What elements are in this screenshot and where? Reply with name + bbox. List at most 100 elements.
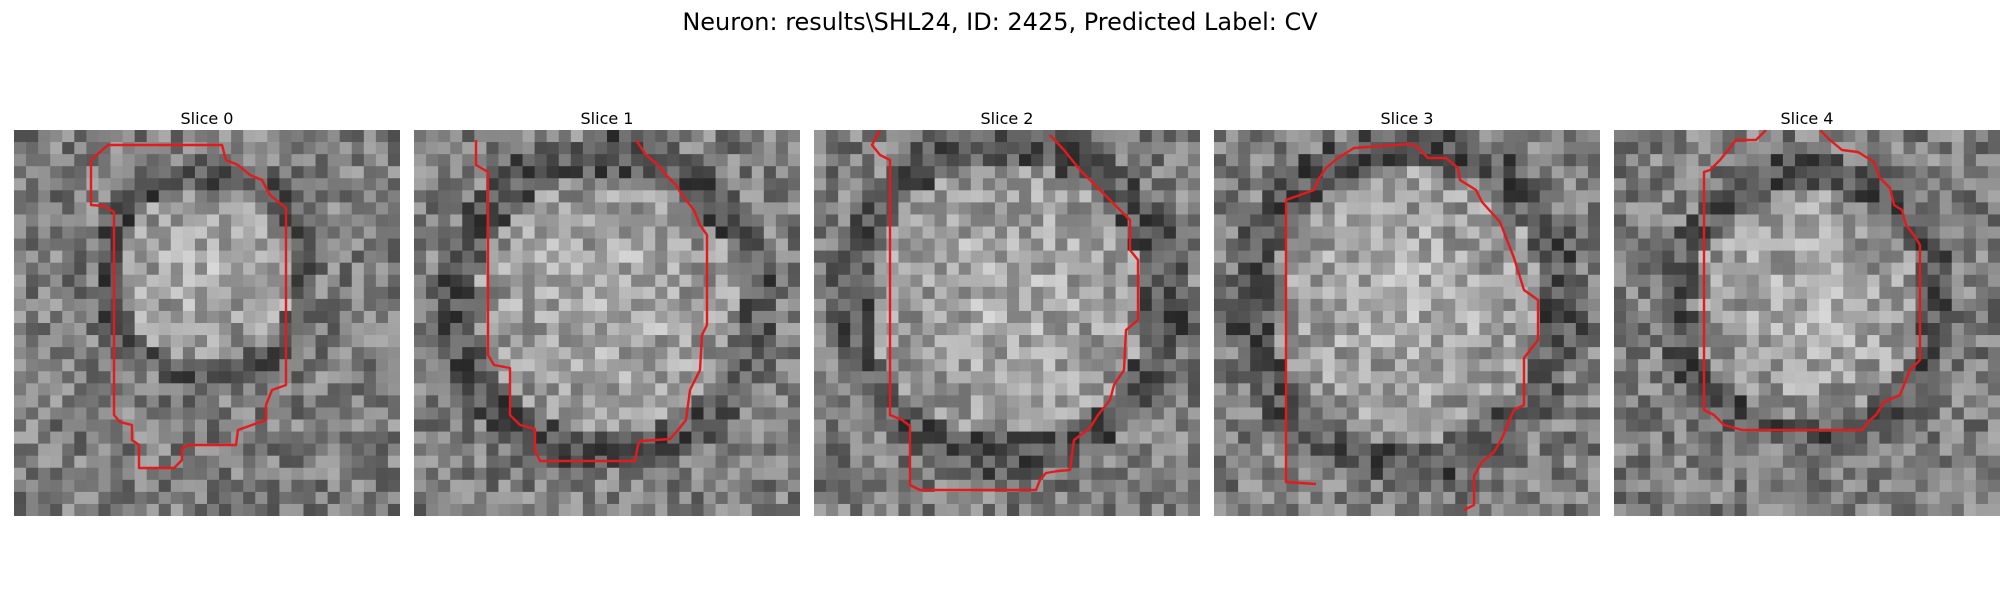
image-pixel — [1103, 371, 1117, 384]
image-pixel — [1238, 479, 1251, 493]
image-pixel — [303, 359, 317, 372]
image-pixel — [1262, 238, 1275, 252]
image-pixel — [50, 407, 63, 421]
image-pixel — [207, 383, 220, 396]
image-pixel — [1310, 154, 1324, 167]
image-pixel — [1431, 467, 1444, 481]
image-pixel — [631, 214, 644, 228]
image-pixel — [1746, 214, 1760, 228]
image-pixel — [1055, 286, 1068, 300]
image-pixel — [26, 274, 39, 288]
image-pixel — [74, 166, 87, 179]
image-pixel — [703, 274, 717, 288]
image-pixel — [1807, 407, 1820, 421]
image-pixel — [775, 130, 789, 143]
image-pixel — [886, 395, 900, 409]
image-pixel — [1563, 323, 1577, 336]
image-pixel — [122, 407, 136, 421]
image-pixel — [1987, 310, 2000, 324]
image-pixel — [1746, 371, 1760, 384]
image-pixel — [1238, 154, 1251, 167]
image-pixel — [898, 491, 912, 505]
image-pixel — [814, 250, 827, 264]
image-pixel — [534, 407, 548, 421]
image-pixel — [546, 371, 560, 384]
image-pixel — [655, 298, 668, 312]
image-pixel — [655, 491, 668, 505]
image-pixel — [315, 503, 329, 516]
image-pixel — [98, 479, 112, 493]
image-pixel — [279, 178, 293, 191]
image-pixel — [922, 359, 936, 372]
image-pixel — [387, 407, 400, 421]
image-pixel — [1238, 407, 1251, 421]
image-pixel — [1491, 178, 1505, 191]
image-pixel — [1915, 395, 1929, 409]
image-pixel — [546, 503, 560, 516]
image-pixel — [38, 383, 51, 396]
image-pixel — [667, 395, 680, 409]
image-pixel — [838, 202, 851, 216]
image-pixel — [946, 467, 960, 481]
image-pixel — [570, 214, 584, 228]
image-pixel — [1975, 214, 1989, 228]
image-pixel — [86, 298, 100, 312]
image-pixel — [1915, 335, 1929, 348]
image-pixel — [1127, 467, 1141, 481]
image-pixel — [1250, 371, 1263, 384]
image-pixel — [486, 383, 500, 396]
image-pixel — [62, 250, 75, 264]
image-pixel — [1626, 250, 1639, 264]
image-pixel — [850, 431, 863, 445]
image-pixel — [486, 190, 500, 203]
image-pixel — [1443, 359, 1456, 372]
image-pixel — [922, 286, 936, 300]
image-pixel — [667, 371, 680, 384]
image-pixel — [1638, 250, 1651, 264]
image-pixel — [1310, 407, 1324, 421]
image-pixel — [14, 431, 27, 445]
image-pixel — [1951, 347, 1965, 360]
image-pixel — [62, 298, 75, 312]
image-pixel — [1587, 298, 1600, 312]
image-pixel — [1879, 190, 1893, 203]
image-pixel — [1963, 202, 1977, 216]
image-pixel — [1674, 371, 1687, 384]
image-pixel — [134, 178, 148, 191]
image-pixel — [1455, 323, 1468, 336]
image-pixel — [1975, 347, 1989, 360]
image-pixel — [619, 323, 632, 336]
image-pixel — [739, 202, 753, 216]
image-pixel — [582, 395, 596, 409]
image-pixel — [462, 250, 475, 264]
image-pixel — [874, 323, 887, 336]
image-pixel — [182, 407, 196, 421]
image-pixel — [910, 491, 924, 505]
slice-image-1 — [414, 130, 800, 516]
image-pixel — [1127, 166, 1141, 179]
image-pixel — [1139, 503, 1153, 516]
image-pixel — [122, 130, 136, 143]
image-pixel — [327, 262, 341, 276]
image-pixel — [1214, 503, 1227, 516]
image-pixel — [450, 359, 463, 372]
image-pixel — [1334, 274, 1348, 288]
image-pixel — [1491, 166, 1505, 179]
image-pixel — [474, 491, 487, 505]
image-pixel — [850, 202, 863, 216]
image-pixel — [751, 383, 765, 396]
image-pixel — [1031, 250, 1044, 264]
image-pixel — [38, 202, 51, 216]
image-pixel — [607, 142, 620, 155]
image-pixel — [739, 178, 753, 191]
image-pixel — [934, 154, 948, 167]
image-pixel — [1370, 479, 1384, 493]
image-pixel — [643, 503, 656, 516]
image-pixel — [110, 238, 124, 252]
image-pixel — [219, 214, 232, 228]
image-pixel — [38, 178, 51, 191]
image-pixel — [727, 310, 741, 324]
image-pixel — [1879, 274, 1893, 288]
image-pixel — [838, 142, 851, 155]
image-pixel — [1407, 286, 1420, 300]
